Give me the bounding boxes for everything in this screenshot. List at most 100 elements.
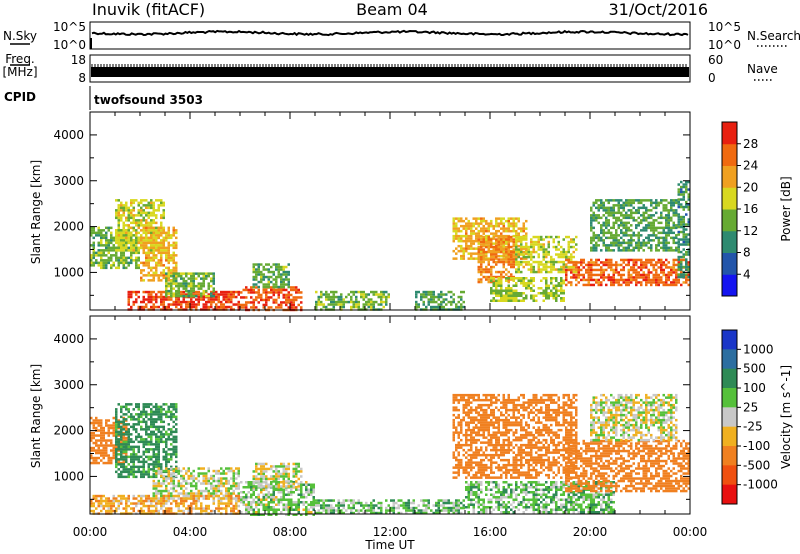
data-cell xyxy=(205,272,208,275)
data-cell xyxy=(160,298,163,301)
data-cell xyxy=(175,229,178,232)
data-cell xyxy=(275,285,278,289)
data-cell xyxy=(617,216,620,220)
data-cell xyxy=(650,283,653,287)
data-cell xyxy=(487,260,490,264)
data-cell xyxy=(482,224,485,228)
data-cell xyxy=(150,408,153,411)
data-cell xyxy=(150,420,153,424)
data-cell xyxy=(117,420,120,424)
data-cell xyxy=(500,222,503,225)
data-cell xyxy=(117,219,120,222)
data-cell xyxy=(132,415,135,419)
data-cell xyxy=(532,297,535,300)
data-cell xyxy=(350,295,353,299)
data-cell xyxy=(172,274,175,278)
data-cell xyxy=(152,418,155,421)
data-cell xyxy=(182,300,185,304)
data-cell xyxy=(180,502,183,505)
data-cell xyxy=(167,279,170,282)
data-cell xyxy=(282,285,285,289)
data-cell xyxy=(170,487,173,490)
data-cell xyxy=(195,293,198,296)
data-cell xyxy=(172,448,175,451)
data-cell xyxy=(152,469,155,473)
data-cell xyxy=(512,277,515,280)
data-cell xyxy=(452,257,455,260)
data-cell xyxy=(657,226,660,230)
data-cell xyxy=(102,249,105,252)
data-cell xyxy=(672,209,675,212)
data-cell xyxy=(680,190,683,194)
data-cell xyxy=(145,236,148,240)
data-cell xyxy=(645,258,648,262)
data-cell xyxy=(612,278,615,282)
data-cell xyxy=(100,434,103,437)
data-cell xyxy=(492,277,495,280)
data-cell xyxy=(545,297,548,300)
data-cell xyxy=(225,298,228,301)
data-cell xyxy=(260,296,263,299)
data-cell xyxy=(357,290,360,294)
data-cell xyxy=(142,226,145,230)
data-cell xyxy=(622,261,625,264)
data-cell xyxy=(525,277,528,280)
data-cell xyxy=(590,261,593,264)
data-cell xyxy=(145,425,148,429)
data-cell xyxy=(145,234,148,237)
data-cell xyxy=(167,410,170,414)
data-cell xyxy=(680,263,683,266)
data-cell xyxy=(107,507,110,510)
data-cell xyxy=(457,219,460,223)
data-cell xyxy=(627,283,630,287)
data-cell xyxy=(682,185,685,189)
data-cell xyxy=(185,279,188,283)
data-cell xyxy=(127,293,130,296)
data-cell xyxy=(162,249,165,252)
data-cell xyxy=(367,305,370,309)
data-cell xyxy=(545,277,548,280)
data-cell xyxy=(520,227,523,230)
data-cell xyxy=(355,300,358,304)
data-cell xyxy=(170,502,173,505)
data-cell xyxy=(667,261,670,264)
data-cell xyxy=(125,219,128,222)
data-cell xyxy=(230,469,233,473)
data-cell xyxy=(110,246,113,250)
data-cell xyxy=(522,255,525,259)
data-cell xyxy=(630,266,633,269)
data-cell xyxy=(460,244,463,248)
data-cell xyxy=(182,499,185,503)
data-cell xyxy=(190,284,193,288)
data-cell xyxy=(560,297,563,300)
data-cell xyxy=(575,276,578,279)
data-cell xyxy=(660,263,663,267)
data-cell xyxy=(122,254,125,257)
data-cell xyxy=(627,268,630,272)
data-cell xyxy=(570,265,573,269)
data-cell xyxy=(662,246,665,250)
data-cell xyxy=(162,204,165,207)
data-cell xyxy=(170,236,173,240)
data-cell xyxy=(675,234,678,237)
data-cell xyxy=(162,482,165,485)
data-cell xyxy=(120,443,123,446)
data-cell xyxy=(102,444,105,447)
data-cell xyxy=(377,295,380,299)
data-cell xyxy=(210,277,213,280)
data-cell xyxy=(685,213,688,216)
data-cell xyxy=(255,286,258,289)
data-cell xyxy=(177,274,180,278)
data-cell xyxy=(507,255,510,259)
data-cell xyxy=(477,245,480,249)
data-cell xyxy=(502,235,505,239)
data-cell xyxy=(125,201,128,205)
data-cell xyxy=(97,456,100,460)
data-cell xyxy=(497,222,500,225)
data-cell xyxy=(145,420,148,424)
data-cell xyxy=(667,231,670,235)
data-cell xyxy=(685,223,688,226)
data-cell xyxy=(137,433,140,436)
data-cell xyxy=(145,206,148,210)
data-cell xyxy=(485,265,488,269)
